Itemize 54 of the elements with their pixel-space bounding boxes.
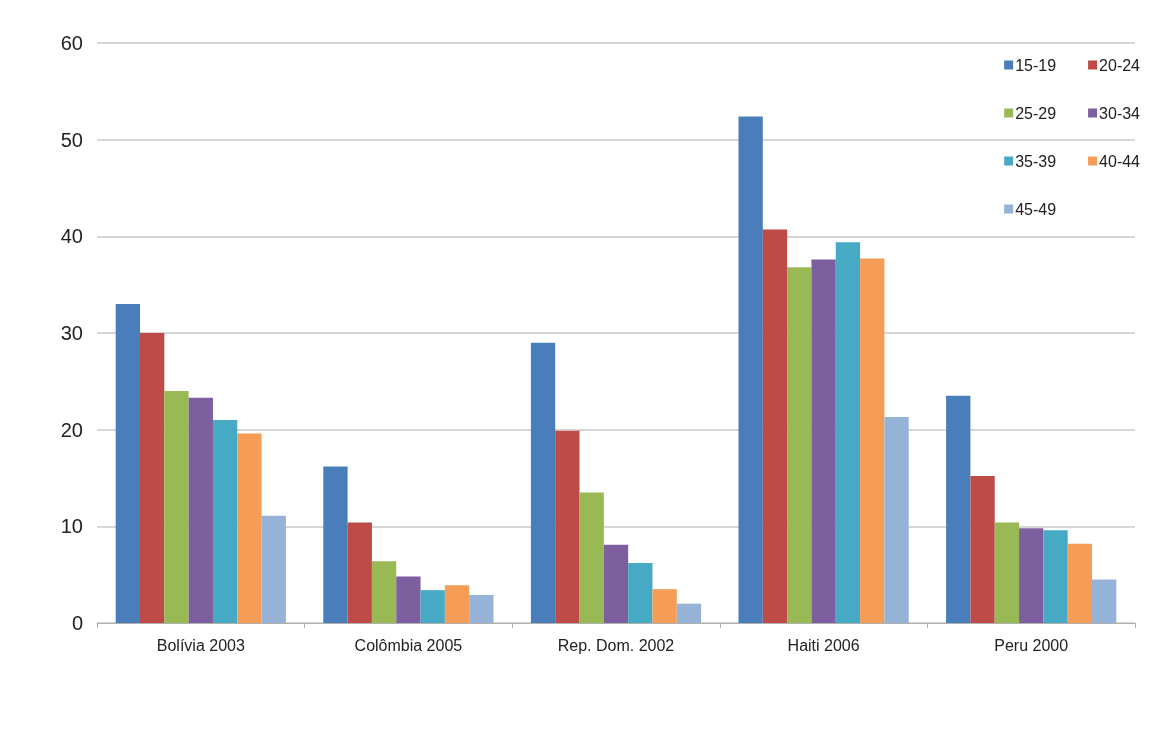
bar — [347, 522, 372, 623]
bar — [994, 522, 1020, 623]
bar — [237, 433, 262, 623]
bar — [946, 395, 971, 623]
bar — [1043, 530, 1068, 623]
legend-label: 40-44 — [1099, 152, 1141, 170]
bar — [1092, 579, 1117, 623]
bar — [628, 563, 653, 623]
bar — [1019, 528, 1044, 623]
bar — [884, 417, 909, 623]
bar — [212, 420, 238, 623]
bar — [762, 229, 788, 623]
bar — [115, 304, 140, 623]
bar — [371, 561, 397, 623]
bar — [811, 259, 836, 623]
legend-label: 35-39 — [1015, 152, 1057, 170]
bar — [396, 576, 421, 623]
bar — [555, 430, 580, 623]
x-tick-label: Colômbia 2005 — [354, 636, 463, 654]
bar — [860, 258, 885, 623]
y-tick-label: 0 — [71, 612, 83, 634]
x-tick-label: Peru 2000 — [994, 636, 1069, 654]
x-tick-label: Bolívia 2003 — [156, 636, 245, 654]
bar — [652, 589, 677, 623]
y-tick-label: 40 — [60, 225, 83, 248]
bar — [140, 333, 165, 623]
legend-label: 25-29 — [1015, 104, 1057, 122]
legend-label: 15-19 — [1015, 56, 1057, 74]
bar — [164, 391, 189, 623]
bar — [579, 492, 604, 623]
x-tick-label: Haiti 2006 — [787, 636, 860, 654]
bar — [676, 603, 702, 623]
y-tick-label: 20 — [60, 418, 83, 441]
bar — [261, 515, 286, 623]
bar — [835, 242, 861, 623]
bar — [530, 342, 556, 623]
bar — [444, 585, 470, 623]
y-tick-label: 10 — [60, 515, 83, 538]
legend-label: 45-49 — [1015, 200, 1057, 218]
bar — [970, 476, 995, 623]
bar — [738, 116, 763, 623]
y-tick-label: 50 — [60, 128, 83, 151]
bar — [787, 267, 812, 623]
bar — [188, 397, 213, 623]
x-tick-label: Rep. Dom. 2002 — [557, 636, 675, 654]
bar — [469, 594, 494, 623]
bar — [603, 544, 629, 623]
bar — [323, 466, 348, 623]
bar — [420, 590, 445, 623]
legend-label: 20-24 — [1099, 56, 1141, 74]
y-tick-label: 60 — [60, 32, 83, 54]
y-tick-label: 30 — [60, 322, 83, 344]
legend-label: 30-34 — [1099, 104, 1141, 122]
bar — [1067, 543, 1092, 623]
